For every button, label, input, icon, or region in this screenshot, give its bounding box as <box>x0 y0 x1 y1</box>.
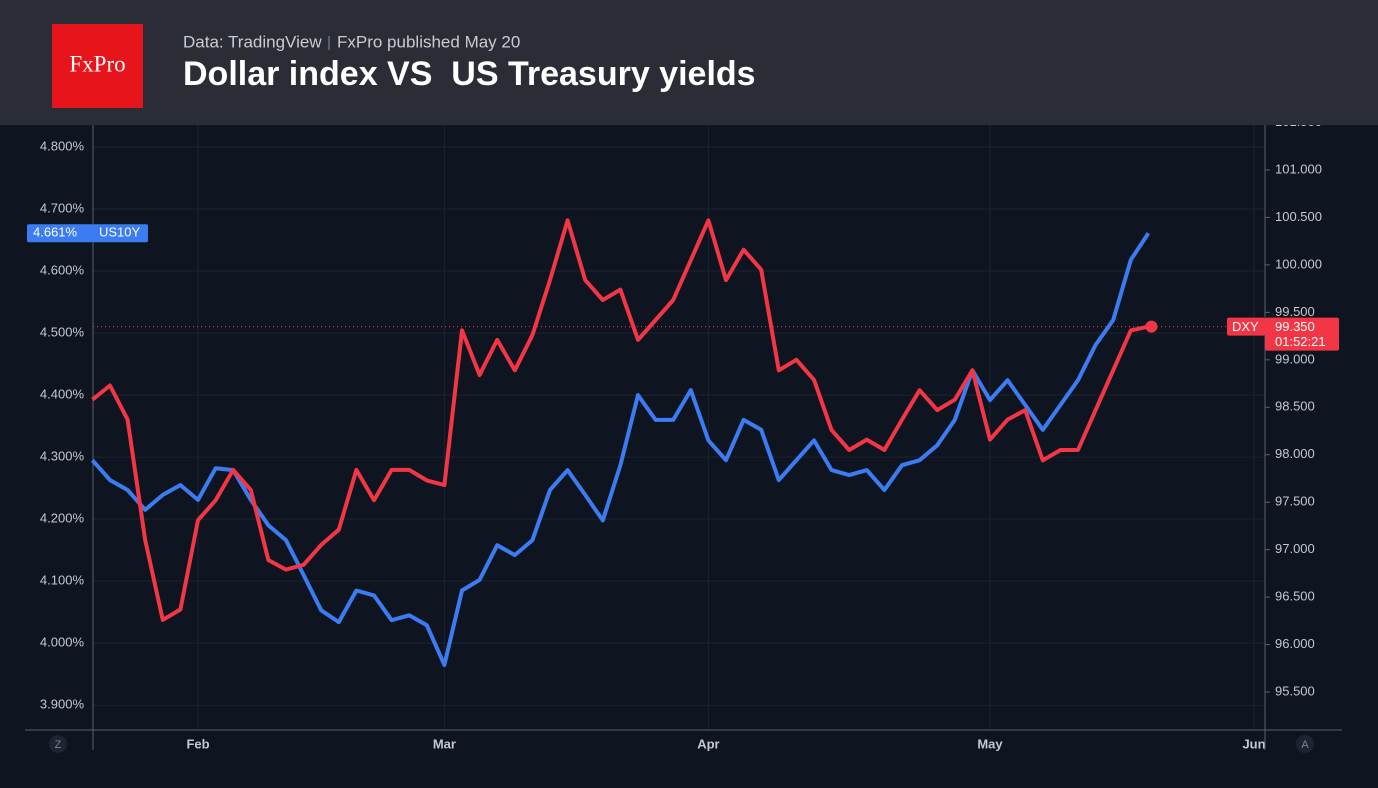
y2-tick-label: 95.500 <box>1275 683 1315 698</box>
y2-tick-label: 99.000 <box>1275 351 1315 366</box>
y-tick-label: 4.600% <box>40 262 85 277</box>
y2-tick-label: 100.000 <box>1275 256 1322 271</box>
y2-tick-label: 101.000 <box>1275 161 1322 176</box>
x-tick-label: Jun <box>1242 736 1265 751</box>
y2-tick-label: 99.500 <box>1275 304 1315 319</box>
chart-title: Dollar index VS US Treasury yields <box>183 55 756 93</box>
series-name: DXY <box>1232 319 1259 334</box>
y2-tick-label: 98.500 <box>1275 399 1315 414</box>
x-tick-label: Mar <box>433 736 456 751</box>
x-tick-label: Apr <box>697 736 719 751</box>
y2-tick-label: 100.500 <box>1275 209 1322 224</box>
y2-tick-label: 96.500 <box>1275 589 1315 604</box>
logo: FxPro <box>69 51 125 76</box>
plot-area: 3.900% 4.000% 4.100% 4.200% 4.300% 4.400% 4.50… <box>0 114 1378 788</box>
scale-button-bg <box>49 735 67 753</box>
y-tick-label: 4.800% <box>40 138 85 153</box>
scale-button-bg <box>1296 735 1314 753</box>
source: Data: TradingView <box>183 32 322 51</box>
header: FxPro Data: TradingView FxPro published … <box>0 0 1378 125</box>
scale-button: Z <box>55 739 62 751</box>
y-tick-label: 3.900% <box>40 697 85 712</box>
logo-box <box>52 24 143 108</box>
price-badge <box>1227 317 1265 336</box>
subtitle: FxPro published May 20 <box>337 32 520 51</box>
price-label: 4.661% <box>33 225 78 240</box>
y-tick-label: 4.000% <box>40 635 85 650</box>
series-name: US10Y <box>99 225 141 240</box>
x-tick-label: May <box>977 736 1003 751</box>
last-point <box>1145 320 1158 333</box>
scale-button: A <box>1301 739 1309 751</box>
y2-tick-label: 96.000 <box>1275 636 1315 651</box>
y-tick-label: 4.500% <box>40 325 85 340</box>
y-tick-label: 4.300% <box>40 449 85 464</box>
y-tick-label: 4.700% <box>40 200 85 215</box>
y-tick-label: 4.200% <box>40 511 85 526</box>
y2-tick-label: 97.500 <box>1275 494 1315 509</box>
price-label: 99.350 <box>1275 319 1315 334</box>
y2-tick-label: 97.000 <box>1275 541 1315 556</box>
y-tick-label: 4.100% <box>40 573 85 588</box>
x-tick-label: Feb <box>186 736 209 751</box>
price-badge <box>27 224 148 243</box>
plot-bg <box>0 125 1378 788</box>
price-badge <box>1265 317 1339 351</box>
y2-tick-label: 98.000 <box>1275 446 1315 461</box>
y-tick-label: 4.400% <box>40 387 85 402</box>
header-bg <box>0 0 1378 125</box>
line-series <box>91 218 1149 622</box>
countdown: 01:52:21 <box>1275 334 1326 349</box>
